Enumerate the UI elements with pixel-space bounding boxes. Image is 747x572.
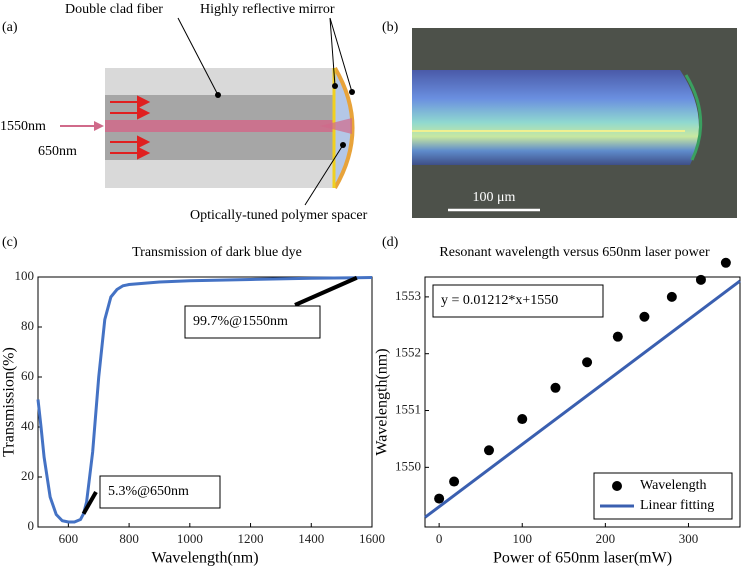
- x-tick-label: 300: [679, 531, 699, 546]
- chart-title: Transmission of dark blue dye: [132, 245, 302, 260]
- leader: [304, 144, 344, 206]
- data-point: [720, 257, 731, 268]
- data-point: [434, 493, 445, 504]
- y-tick-label: 1551: [395, 402, 421, 417]
- y-tick-label: 0: [28, 518, 35, 533]
- x-axis-label: Power of 650nm laser(mW): [493, 550, 672, 567]
- label: Optically-tuned polymer spacer: [190, 208, 368, 223]
- equation: y = 0.01212*x+1550: [441, 293, 558, 308]
- data-point: [582, 357, 593, 368]
- y-tick-label: 60: [21, 368, 34, 383]
- annotation-arrow: [294, 275, 358, 307]
- data-point: [449, 476, 460, 487]
- fiber-image: [412, 70, 699, 165]
- x-axis-label: Wavelength(nm): [151, 550, 258, 567]
- mirror: [333, 66, 355, 190]
- pump-arrows: [110, 95, 151, 160]
- legend-label: Linear fitting: [640, 498, 714, 513]
- data-point: [550, 382, 561, 393]
- scale-bar-label: 100 μm: [473, 190, 516, 205]
- annotation-box: [184, 305, 321, 339]
- tip-glow: [684, 74, 703, 161]
- leader: [329, 17, 336, 87]
- x-tick-label: 800: [119, 531, 139, 546]
- beam: [105, 120, 335, 132]
- legend-label: Wavelength: [640, 478, 707, 493]
- y-tick-label: 80: [21, 318, 34, 333]
- x-tick-label: 200: [596, 531, 616, 546]
- panel-label: (a): [2, 20, 18, 35]
- data-point: [483, 445, 494, 456]
- data-point: [639, 311, 650, 322]
- leader-dot: [332, 83, 338, 89]
- x-tick-label: 1400: [298, 531, 324, 546]
- legend-swatch: [612, 481, 622, 491]
- leader: [177, 17, 219, 96]
- series-line: [36, 276, 373, 524]
- y-tick-label: 20: [21, 468, 34, 483]
- chart-title: Resonant wavelength versus 650nm laser p…: [439, 245, 710, 260]
- data-point: [517, 414, 528, 425]
- leader-dot: [340, 142, 346, 148]
- plot-frame: [424, 276, 741, 528]
- panel-label: (c): [2, 235, 18, 250]
- leader-dot: [349, 89, 355, 95]
- micrograph: 100 μm: [412, 28, 737, 218]
- x-tick-label: 1600: [359, 531, 385, 546]
- y-tick-label: 1550: [395, 458, 421, 473]
- label: Highly reflective mirror: [200, 2, 335, 17]
- y-tick-label: 100: [15, 268, 35, 283]
- input-arrow-head: [94, 121, 104, 131]
- leader: [329, 17, 353, 93]
- x-tick-label: 600: [59, 531, 79, 546]
- x-tick-label: 0: [436, 531, 443, 546]
- label: Double clad fiber: [65, 2, 163, 17]
- legend-box: [593, 472, 733, 520]
- y-axis-label: Wavelength(nm): [374, 348, 391, 455]
- series-line: [424, 279, 741, 519]
- y-tick-label: 1552: [395, 345, 421, 360]
- y-tick-label: 1553: [395, 288, 421, 303]
- data-point: [666, 291, 677, 302]
- beam-cone: [320, 118, 352, 134]
- data-point: [612, 331, 623, 342]
- panel-label: (b): [382, 20, 399, 35]
- fiber-diagram: Double clad fiber Highly reflective mirr…: [0, 2, 368, 223]
- equation-box: [432, 284, 604, 318]
- panel-label: (d): [382, 235, 399, 250]
- label: 650nm: [38, 144, 77, 159]
- x-tick-label: 100: [512, 531, 532, 546]
- annotation: 99.7%@1550nm: [193, 314, 288, 329]
- x-tick-label: 1200: [238, 531, 264, 546]
- data-point: [695, 274, 706, 285]
- y-axis-label: Transmission(%): [1, 347, 18, 457]
- annotation: 5.3%@650nm: [108, 484, 189, 499]
- y-tick-label: 40: [21, 418, 34, 433]
- label: 1550nm: [0, 119, 46, 134]
- annotation-box: [99, 475, 221, 509]
- annotation-arrow: [81, 491, 98, 515]
- leader-dot: [215, 92, 221, 98]
- x-tick-label: 1000: [177, 531, 203, 546]
